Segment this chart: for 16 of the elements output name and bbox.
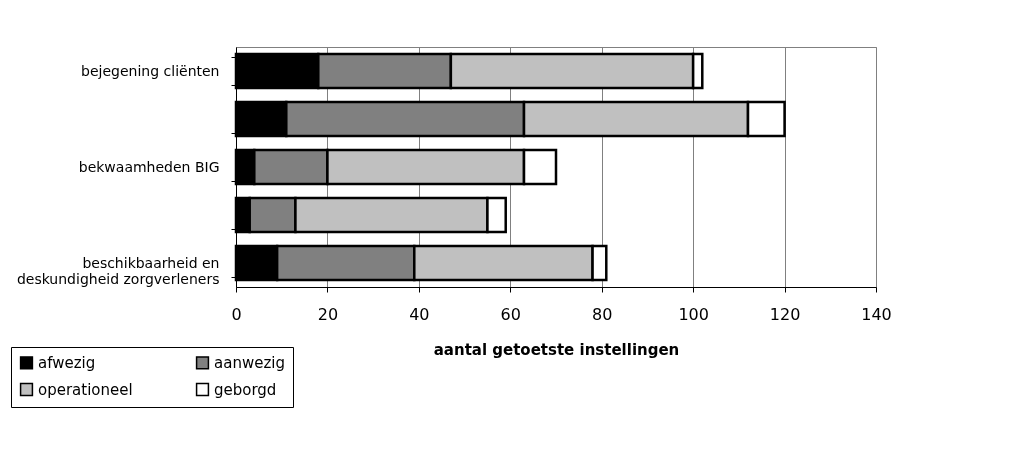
legend-label: afwezig	[38, 353, 96, 372]
x-tick-label: 140	[861, 304, 892, 324]
y-tick-label: bejegening cliënten	[81, 62, 220, 79]
y-tick-label: bekwaamheden BIG	[78, 158, 220, 175]
legend-label: operationeel	[38, 380, 133, 399]
legend-label: aanwezig	[214, 353, 285, 372]
x-tick-label: 80	[592, 304, 613, 324]
x-tick-label: 120	[769, 304, 801, 324]
legend-label: geborgd	[214, 380, 277, 399]
y-tick-label: beschikbaarheid en deskundigheid zorgverleners	[16, 254, 220, 287]
x-tick-label: 60	[500, 304, 521, 324]
x-tick-label: 100	[678, 304, 709, 324]
x-tick-label: 20	[317, 304, 339, 324]
x-tick-label: 0	[231, 304, 242, 324]
x-tick-label: 40	[409, 304, 430, 324]
x-axis-title: aantal getoetste instellingen	[433, 340, 680, 359]
